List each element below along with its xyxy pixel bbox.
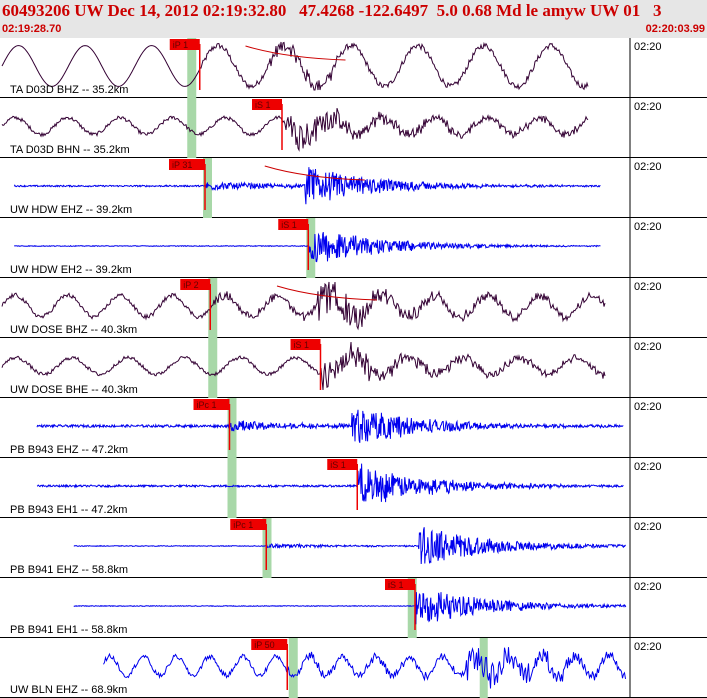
station-label: TA D03D BHN -- 35.2km <box>10 144 130 156</box>
trace-row: iP 50 UW BLN EHZ -- 68.9km 02:20 <box>0 638 707 698</box>
trace-row: iPc 1 PB B943 EHZ -- 47.2km 02:20 <box>0 398 707 458</box>
pick-window <box>227 458 237 518</box>
event-header: 60493206 UW Dec 14, 2012 02:19:32.80 47.… <box>0 0 707 38</box>
waveform-trace <box>36 409 624 443</box>
minute-mark-label: 02:20 <box>634 341 662 353</box>
seismogram-plot: iP 1 TA D03D BHZ -- 35.2km 02:20 iS 1 TA D03… <box>0 38 707 698</box>
pick-label: iP 31 <box>172 160 192 170</box>
pick-window <box>407 578 417 638</box>
station-label: PB B941 EH1 -- 58.8km <box>10 624 127 636</box>
event-title: 60493206 UW Dec 14, 2012 02:19:32.80 47.… <box>2 1 662 20</box>
minute-mark-label: 02:20 <box>634 401 662 413</box>
coda-fit-curve <box>276 285 378 301</box>
minute-mark-label: 02:20 <box>634 581 662 593</box>
waveform-trace <box>73 527 626 565</box>
pick-label: iS 1 <box>255 100 271 110</box>
window-end-time: 02:20:03.99 <box>645 23 705 35</box>
pick-label: iS 1 <box>294 340 310 350</box>
pick-label-box[interactable] <box>230 519 267 530</box>
pick-label-box[interactable] <box>385 579 415 590</box>
window-start-time: 02:19:28.70 <box>2 23 62 35</box>
pick-label-box[interactable] <box>278 219 309 230</box>
trace-row: iS 1 TA D03D BHN -- 35.2km 02:20 <box>0 98 707 158</box>
minute-mark-label: 02:20 <box>634 101 662 113</box>
pick-label: iP 1 <box>173 40 188 50</box>
minute-mark-label: 02:20 <box>634 521 662 533</box>
pick-label: iPc 1 <box>233 520 253 530</box>
pick-label: iS 1 <box>388 580 404 590</box>
minute-mark-label: 02:20 <box>634 221 662 233</box>
coda-fit-curve <box>264 165 365 181</box>
trace-row: iS 1 PB B943 EH1 -- 47.2km 02:20 <box>0 458 707 518</box>
minute-mark-label: 02:20 <box>634 461 662 473</box>
trace-row: iS 1 UW DOSE BHE -- 40.3km 02:20 <box>0 338 707 398</box>
pick-label-box[interactable] <box>327 459 358 470</box>
pick-window <box>187 38 197 98</box>
pick-window <box>203 158 212 218</box>
pick-label-box[interactable] <box>193 399 230 410</box>
coda-fit-curve <box>245 45 346 61</box>
station-label: UW BLN EHZ -- 68.9km <box>10 684 127 696</box>
waveform-trace <box>13 167 601 205</box>
pick-label-box[interactable] <box>252 99 282 110</box>
pick-label: iP 50 <box>254 640 274 650</box>
station-label: TA D03D BHZ -- 35.2km <box>10 84 128 96</box>
station-label: PB B943 EH1 -- 47.2km <box>10 504 127 516</box>
waveform-trace <box>73 592 627 625</box>
waveform-trace <box>13 231 601 263</box>
pick-window <box>187 98 197 158</box>
station-label: PB B941 EHZ -- 58.8km <box>10 564 128 576</box>
pick-window <box>208 278 218 338</box>
pick-label: iS 1 <box>281 220 297 230</box>
minute-mark-label: 02:20 <box>634 281 662 293</box>
pick-label: iS 1 <box>330 460 346 470</box>
waveform-trace <box>103 646 626 689</box>
pick-label: iP 2 <box>183 280 198 290</box>
pick-window <box>479 638 488 698</box>
pick-label-box[interactable] <box>169 39 200 50</box>
pick-label-box[interactable] <box>290 339 321 350</box>
trace-row: iPc 1 PB B941 EHZ -- 58.8km 02:20 <box>0 518 707 578</box>
station-label: UW DOSE BHE -- 40.3km <box>10 384 138 396</box>
waveform-trace <box>1 341 606 391</box>
pick-label-box[interactable] <box>251 639 288 650</box>
waveform-trace <box>1 281 606 331</box>
station-label: PB B943 EHZ -- 47.2km <box>10 444 128 456</box>
waveform-trace <box>1 108 589 152</box>
pick-window <box>288 638 298 698</box>
pick-window <box>208 338 218 398</box>
minute-mark-label: 02:20 <box>634 41 662 53</box>
minute-mark-label: 02:20 <box>634 641 662 653</box>
trace-row: iP 31 UW HDW EHZ -- 39.2km 02:20 <box>0 158 707 218</box>
minute-mark-label: 02:20 <box>634 161 662 173</box>
trace-row: iS 1 PB B941 EH1 -- 58.8km 02:20 <box>0 578 707 638</box>
waveform-trace <box>1 41 589 91</box>
waveform-trace <box>36 463 624 503</box>
trace-row: iP 1 TA D03D BHZ -- 35.2km 02:20 <box>0 38 707 98</box>
station-label: UW HDW EH2 -- 39.2km <box>10 264 132 276</box>
pick-label-box[interactable] <box>169 159 205 170</box>
trace-row: iS 1 UW HDW EH2 -- 39.2km 02:20 <box>0 218 707 278</box>
pick-label: iPc 1 <box>197 400 217 410</box>
pick-label-box[interactable] <box>180 279 211 290</box>
station-label: UW HDW EHZ -- 39.2km <box>10 204 132 216</box>
station-label: UW DOSE BHZ -- 40.3km <box>10 324 137 336</box>
trace-row: iP 2 UW DOSE BHZ -- 40.3km 02:20 <box>0 278 707 338</box>
